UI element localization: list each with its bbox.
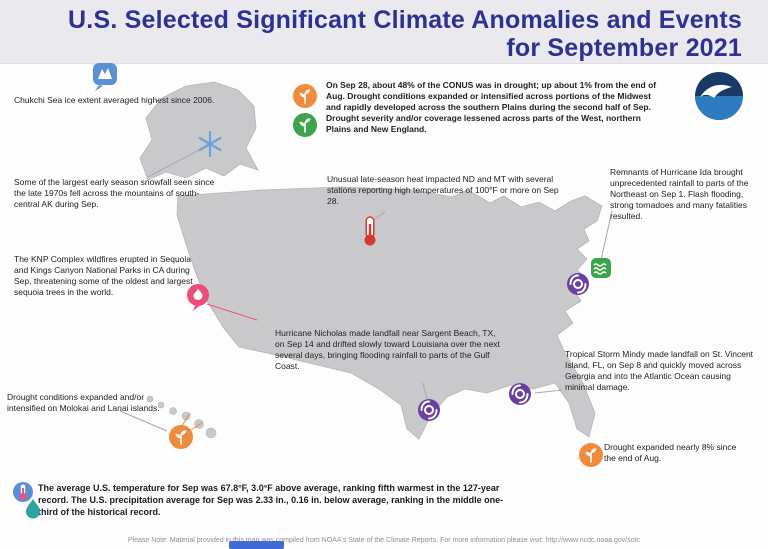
drought-icon: [578, 442, 604, 468]
annotation-knp-wildfires: The KNP Complex wildfires erupted in Seq…: [14, 254, 193, 298]
footer-accent-bar: [229, 541, 284, 549]
drought-improvement-icon: [292, 112, 318, 138]
thermometer-icon: [12, 481, 34, 503]
connector-line: [206, 303, 258, 321]
annotation-hurricane-nicholas: Hurricane Nicholas made landfall near Sa…: [275, 328, 500, 372]
footer-note: Please Note: Material provided in this m…: [127, 537, 641, 544]
annotation-hurricane-ida: Remnants of Hurricane Ida brought unprec…: [610, 167, 749, 222]
connector-line: [147, 149, 200, 178]
hurricane-icon: [417, 398, 441, 422]
annotation-hawaii-drought: Drought conditions expanded and/or inten…: [7, 392, 160, 414]
annotation-chukchi-sea-ice: Chukchi Sea ice extent averaged highest …: [14, 95, 215, 105]
title-banner: U.S. Selected Significant Climate Anomal…: [0, 0, 768, 64]
connector-line: [119, 410, 168, 432]
annotation-southeast-drought: Drought expanded nearly 8% since the end…: [604, 442, 737, 464]
drought-icon: [292, 83, 318, 109]
hurricane-icon: [566, 272, 590, 296]
page-title-line1: U.S. Selected Significant Climate Anomal…: [68, 6, 742, 34]
thermometer-icon: [362, 216, 378, 246]
annotation-conus-drought: On Sep 28, about 48% of the CONUS was in…: [326, 80, 657, 135]
conus-silhouette: [176, 186, 603, 440]
snowflake-icon: [196, 130, 224, 158]
drought-icon: [168, 424, 194, 450]
precipitation-drop-icon: [24, 498, 42, 520]
hurricane-icon: [508, 382, 532, 406]
connector-line: [422, 382, 428, 400]
flood-icon: [590, 257, 612, 279]
sea-ice-icon: [92, 62, 118, 92]
noaa-logo: [691, 68, 747, 124]
page-title-line2: for September 2021: [506, 34, 742, 62]
national-summary-text: The average U.S. temperature for Sep was…: [38, 483, 504, 518]
annotation-late-season-heat: Unusual late-season heat impacted ND and…: [327, 174, 559, 207]
annotation-alaska-snowfall: Some of the largest early season snowfal…: [14, 177, 215, 210]
wildfire-icon: [186, 283, 210, 313]
alaska-silhouette: [139, 81, 259, 181]
connector-line: [600, 210, 613, 261]
connector-line: [534, 389, 563, 394]
noaa-gull-icon: [700, 84, 732, 98]
annotation-tropical-storm-mindy: Tropical Storm Mindy made landfall on St…: [565, 349, 754, 393]
